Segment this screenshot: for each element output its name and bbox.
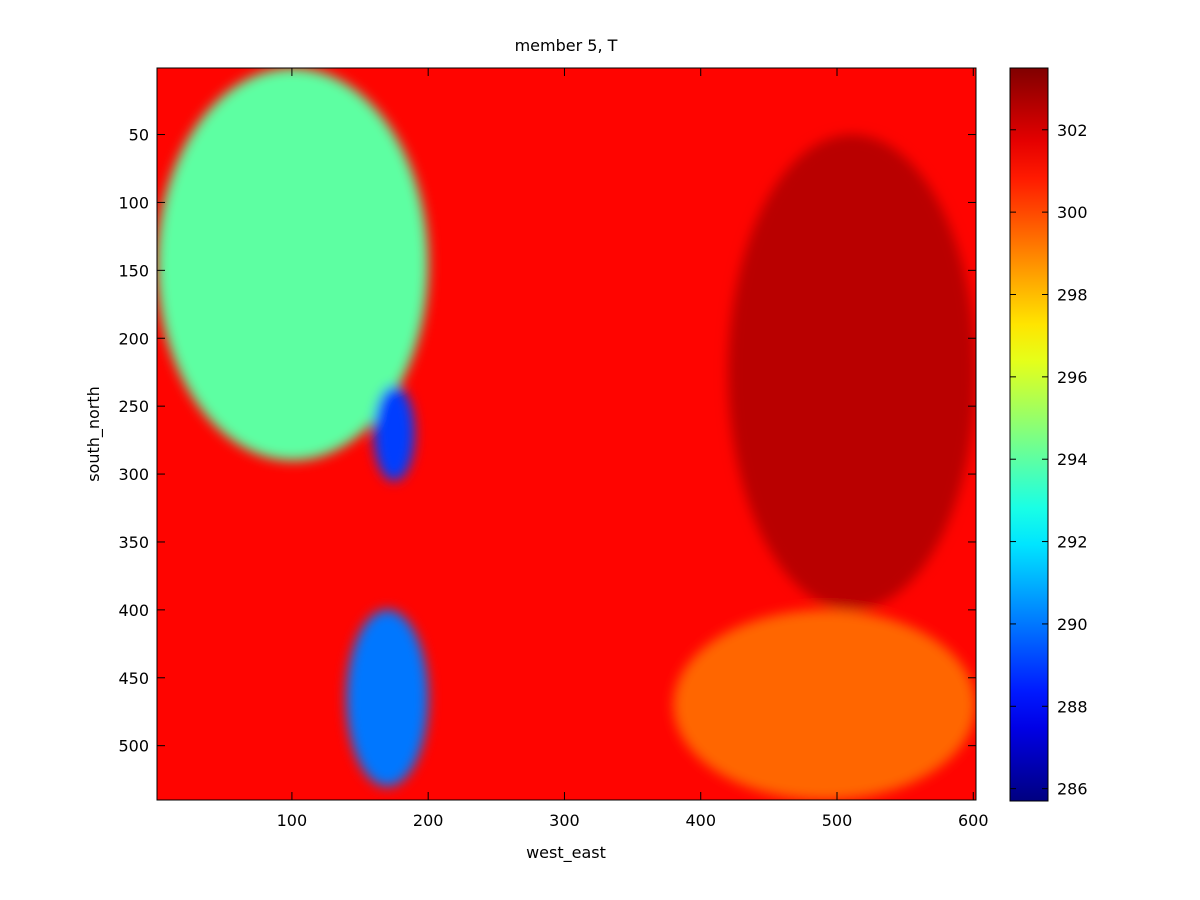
colorbar-tick-label: 300 — [1057, 203, 1088, 222]
y-tick-label: 300 — [118, 465, 149, 484]
y-tick-label: 450 — [118, 669, 149, 688]
colorbar-frame — [1009, 67, 1049, 802]
colorbar-tick-label: 302 — [1057, 121, 1088, 140]
x-tick-label: 500 — [822, 811, 853, 830]
y-tick-label: 200 — [118, 329, 149, 348]
colorbar-tick-label: 298 — [1057, 285, 1088, 304]
plot-frame — [156, 67, 977, 801]
field-region-3 — [727, 134, 976, 610]
chart-title: member 5, T — [515, 36, 618, 55]
y-tick-label: 150 — [118, 261, 149, 280]
y-axis-ticks: 50 100 150 200 250 300 350 400 450 500 — [118, 126, 976, 756]
colorbar-gradient — [1010, 68, 1048, 801]
field-region-2 — [346, 609, 429, 787]
colorbar-tick-label: 286 — [1057, 780, 1088, 799]
y-tick-label: 350 — [118, 533, 149, 552]
colorbar-ticks: 286 288 290 292 294 296 298 300 302 — [1010, 121, 1088, 799]
x-tick-label: 600 — [958, 811, 989, 830]
y-tick-label: 50 — [129, 126, 149, 145]
y-tick-label: 100 — [118, 193, 149, 212]
field-region-1 — [373, 385, 415, 481]
y-tick-label: 500 — [118, 737, 149, 756]
x-tick-label: 200 — [413, 811, 444, 830]
x-axis-ticks: 100 200 300 400 500 600 — [277, 68, 989, 830]
colorbar-tick-label: 292 — [1057, 533, 1088, 552]
plot-area: 100 200 300 400 500 600 50 100 150 200 250 300 350 4… — [118, 67, 989, 830]
colorbar-tick-label: 294 — [1057, 450, 1088, 469]
x-tick-label: 100 — [277, 811, 308, 830]
y-tick-label: 250 — [118, 397, 149, 416]
x-axis-label: west_east — [526, 843, 606, 863]
colorbar-tick-label: 288 — [1057, 697, 1088, 716]
colorbar: 286 288 290 292 294 296 298 300 302 — [1009, 67, 1088, 802]
colorbar-tick-label: 296 — [1057, 368, 1088, 387]
field-region-4 — [673, 609, 976, 800]
x-tick-label: 400 — [685, 811, 716, 830]
field-region-0 — [157, 68, 429, 461]
y-axis-label: south_north — [84, 386, 104, 482]
y-tick-label: 400 — [118, 601, 149, 620]
heatmap-field — [157, 68, 976, 800]
x-tick-label: 300 — [549, 811, 580, 830]
colorbar-tick-label: 290 — [1057, 615, 1088, 634]
